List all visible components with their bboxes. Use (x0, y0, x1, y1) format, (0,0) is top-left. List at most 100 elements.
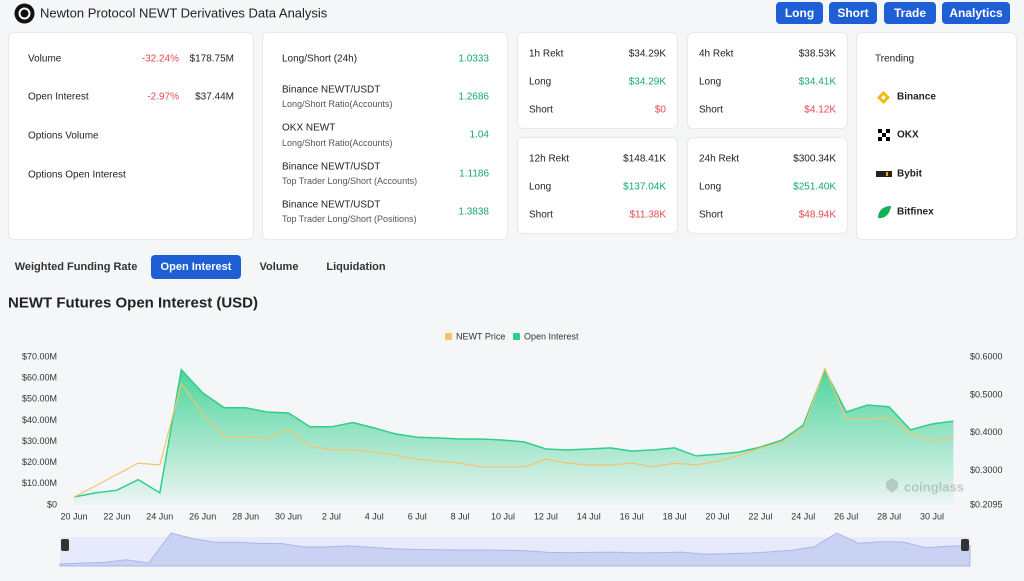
value: $0 (654, 104, 666, 116)
navigator-handle[interactable] (61, 539, 69, 551)
label: Long/Short Ratio(Accounts) (282, 99, 393, 109)
label: Options Volume (28, 130, 99, 142)
y2-tick-label: $0.2095 (970, 499, 1003, 509)
navigator-handle[interactable] (961, 539, 969, 551)
y-tick-label: $60.00M (22, 373, 57, 383)
rekt-card (687, 32, 848, 129)
exchange[interactable]: Bitfinex (897, 206, 934, 218)
rekt-card (517, 32, 678, 129)
value: $11.38K (629, 209, 666, 221)
label: Long/Short (24h) (282, 53, 358, 65)
label: 4h Rekt (699, 48, 734, 60)
x-tick-label: 20 Jul (705, 511, 729, 521)
value: 1.3838 (458, 206, 489, 218)
value: 1.1186 (459, 168, 489, 180)
label: Short (529, 209, 553, 221)
value: $4.12K (804, 104, 836, 116)
label: Long (699, 76, 722, 88)
x-tick-label: 30 Jul (920, 511, 944, 521)
legend-label: NEWT Price (456, 331, 505, 341)
x-tick-label: 26 Jul (834, 511, 858, 521)
value: $37.44M (195, 91, 234, 103)
y-tick-label: $40.00M (22, 415, 57, 425)
nav-button[interactable]: Short (829, 2, 877, 24)
label: 12h Rekt (529, 153, 570, 165)
label: Long (529, 76, 552, 88)
nav-button[interactable]: Long (776, 2, 823, 24)
exchange[interactable]: Bybit (897, 168, 922, 180)
x-tick-label: 12 Jul (534, 511, 558, 521)
value: $148.41K (623, 153, 666, 165)
legend-swatch (445, 333, 452, 340)
label: 1h Rekt (529, 48, 564, 60)
ratio-card (262, 32, 508, 240)
label: Long/Short Ratio(Accounts) (282, 138, 393, 148)
value: $48.94K (798, 209, 836, 221)
y-tick-label: $20.00M (22, 457, 57, 467)
y-tick-label: $0 (47, 499, 57, 509)
label: Long (699, 181, 722, 193)
label: Options Open Interest (28, 169, 126, 181)
label: Short (529, 104, 553, 116)
label: Top Trader Long/Short (Positions) (282, 214, 417, 224)
tab[interactable]: Weighted Funding Rate (14, 261, 138, 273)
value: $38.53K (798, 48, 836, 60)
bitfinex-icon (878, 206, 891, 219)
x-tick-label: 22 Jul (748, 511, 772, 521)
label: Volume (28, 53, 62, 65)
y-tick-label: $30.00M (22, 436, 57, 446)
label: Open Interest (28, 91, 89, 103)
value: 1.0333 (458, 53, 489, 65)
page-title: Newton Protocol NEWT Derivatives Data An… (40, 5, 328, 21)
okx-icon (878, 129, 890, 141)
rekt-card (517, 137, 678, 234)
y-tick-label: $70.00M (22, 351, 57, 361)
label: Short (699, 209, 723, 221)
line (73, 368, 954, 498)
logo (14, 3, 35, 24)
exchange[interactable]: Binance (897, 91, 936, 103)
rekt-card (687, 137, 848, 234)
y2-tick-label: $0.5000 (970, 389, 1003, 399)
x-tick-label: 24 Jun (146, 511, 173, 521)
tab[interactable]: Liquidation (326, 261, 386, 273)
x-tick-label: 2 Jul (322, 511, 341, 521)
exchange: Binance NEWT/USDT (282, 84, 381, 96)
x-tick-label: 8 Jul (451, 511, 470, 521)
summary-card (8, 32, 254, 240)
x-tick-label: 20 Jun (60, 511, 87, 521)
x-tick-label: 28 Jul (877, 511, 901, 521)
change: -2.97% (147, 91, 179, 103)
x-tick-label: 4 Jul (365, 511, 384, 521)
value: $34.41K (798, 76, 836, 88)
change: -32.24% (141, 53, 179, 65)
value: 1.04 (469, 129, 489, 141)
trending-title: Trending (875, 53, 915, 65)
value: $34.29K (628, 48, 666, 60)
legend-swatch (513, 333, 520, 340)
value: 1.2686 (458, 91, 489, 103)
value: $178.75M (189, 53, 234, 65)
value: $300.34K (793, 153, 836, 165)
tab[interactable]: Open Interest (151, 255, 241, 279)
label: Long (529, 181, 552, 193)
tab[interactable]: Volume (259, 261, 299, 273)
exchange: OKX NEWT (282, 122, 336, 134)
x-tick-label: 30 Jun (275, 511, 302, 521)
nav-button[interactable]: Analytics (942, 2, 1010, 24)
exchange[interactable]: OKX (897, 129, 919, 141)
label: 24h Rekt (699, 153, 740, 165)
exchange: Binance NEWT/USDT (282, 199, 381, 211)
chart-title: NEWT Futures Open Interest (USD) (8, 294, 259, 312)
value: $251.40K (793, 181, 836, 193)
x-tick-label: 10 Jul (491, 511, 515, 521)
binance-icon (877, 91, 890, 104)
y2-tick-label: $0.3000 (970, 465, 1003, 475)
x-tick-label: 16 Jul (620, 511, 644, 521)
nav-button[interactable]: Trade (884, 2, 936, 24)
x-tick-label: 22 Jun (103, 511, 130, 521)
x-tick-label: 6 Jul (408, 511, 427, 521)
label: Top Trader Long/Short (Accounts) (282, 176, 418, 186)
